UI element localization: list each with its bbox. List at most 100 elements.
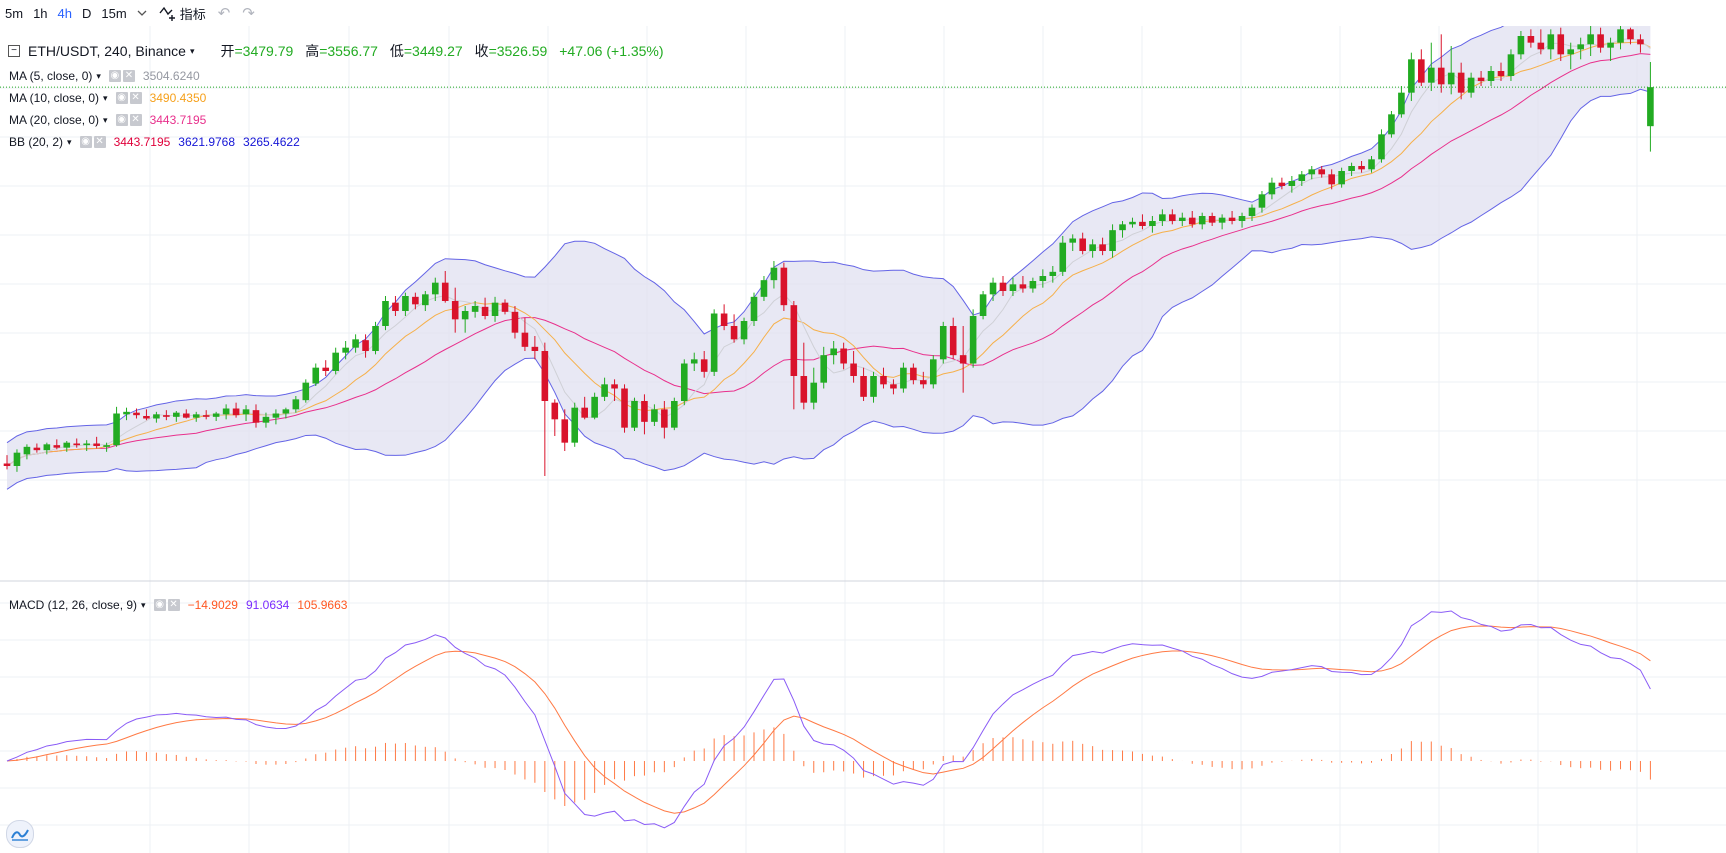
candle-6 <box>63 441 71 452</box>
candle-82 <box>820 346 828 389</box>
candle-109 <box>1089 239 1096 258</box>
candle-body-164 <box>1637 39 1644 45</box>
candle-body-63 <box>631 401 638 428</box>
candle-36 <box>362 334 369 358</box>
chart-area[interactable] <box>0 26 1726 853</box>
tradingview-logo[interactable] <box>6 820 34 848</box>
candle-body-106 <box>1059 242 1067 272</box>
candle-body-46 <box>461 311 469 320</box>
bb-visibility-icon[interactable]: ◉ <box>79 136 92 148</box>
candle-66 <box>661 401 668 439</box>
ma5-chevron-icon[interactable]: ▾ <box>96 70 101 81</box>
redo-icon[interactable]: ↷ <box>242 5 255 22</box>
candle-body-52 <box>521 332 529 347</box>
high-value: =3556.77 <box>319 43 378 59</box>
candle-body-137 <box>1368 159 1375 170</box>
ma10-chevron-icon[interactable]: ▾ <box>103 92 108 103</box>
candle-35 <box>352 334 359 353</box>
logo-icon <box>11 829 29 841</box>
candle-94 <box>939 321 947 364</box>
candle-14 <box>143 409 150 421</box>
candle-body-74 <box>740 321 748 340</box>
ma20-visibility-icon[interactable]: ◉ <box>115 114 128 126</box>
ma5-visibility-icon[interactable]: ◉ <box>108 70 121 82</box>
candle-160 <box>1597 27 1604 53</box>
candle-85 <box>850 351 857 383</box>
candle-body-1 <box>13 452 21 466</box>
symbol-chevron-icon[interactable]: ▾ <box>189 45 195 56</box>
candle-body-22 <box>222 408 230 415</box>
candle-9 <box>93 436 100 449</box>
candle-43 <box>431 277 439 301</box>
bb-remove-icon[interactable]: ✕ <box>93 136 106 148</box>
candle-body-123 <box>1228 217 1236 221</box>
candle-159 <box>1587 26 1594 56</box>
candle-141 <box>1408 52 1415 101</box>
ma10-remove-icon[interactable]: ✕ <box>129 92 142 104</box>
ma20-remove-icon[interactable]: ✕ <box>129 114 142 126</box>
indicators-button[interactable]: 指标 <box>152 4 212 23</box>
timeframe-dropdown-chevron-icon[interactable] <box>132 9 152 17</box>
timeframe-d[interactable]: D <box>82 5 92 21</box>
ma5-remove-icon[interactable]: ✕ <box>122 70 135 82</box>
candle-80 <box>800 342 808 410</box>
timeframe-5m[interactable]: 5m <box>5 5 24 21</box>
candle-68 <box>680 359 688 406</box>
candle-126 <box>1258 191 1266 213</box>
candle-body-36 <box>362 340 369 351</box>
candle-1 <box>13 449 21 472</box>
candle-body-39 <box>392 302 399 311</box>
candle-body-55 <box>551 402 559 420</box>
timeframe-4h[interactable]: 4h <box>57 5 72 21</box>
ma5-name[interactable]: MA (5, close, 0) <box>9 69 93 83</box>
candle-71 <box>710 309 718 376</box>
candle-body-140 <box>1398 92 1405 115</box>
candle-62 <box>621 384 628 433</box>
candle-body-19 <box>192 414 200 418</box>
macd-name[interactable]: MACD (12, 26, close, 9) <box>9 598 138 612</box>
candle-124 <box>1238 212 1246 228</box>
undo-icon[interactable]: ↶ <box>217 5 231 22</box>
candle-body-124 <box>1238 216 1246 221</box>
candle-body-93 <box>929 359 937 385</box>
macd-lines <box>6 610 1651 829</box>
macd-remove-icon[interactable]: ✕ <box>167 599 180 611</box>
candle-body-75 <box>750 296 758 321</box>
collapse-legend-icon[interactable]: − <box>8 45 20 57</box>
macd-visibility-icon[interactable]: ◉ <box>153 599 166 611</box>
candle-body-30 <box>302 382 310 401</box>
candle-body-160 <box>1597 34 1604 48</box>
candle-158 <box>1577 37 1584 60</box>
candle-86 <box>860 367 867 401</box>
candle-body-119 <box>1188 217 1196 225</box>
timeframe-15m[interactable]: 15m <box>101 5 127 21</box>
candle-body-35 <box>352 339 359 348</box>
legend-macd: MACD (12, 26, close, 9) ▾ ◉ ✕ −14.9029 91.… <box>9 598 347 612</box>
candle-106 <box>1059 236 1067 276</box>
candle-body-4 <box>43 444 51 451</box>
candle-59 <box>591 392 598 420</box>
bb-chevron-icon[interactable]: ▾ <box>67 136 72 147</box>
candle-body-103 <box>1029 281 1037 289</box>
candle-77 <box>770 261 778 289</box>
macd-chevron-icon[interactable]: ▾ <box>141 599 146 610</box>
candle-body-97 <box>969 316 977 364</box>
ma20-chevron-icon[interactable]: ▾ <box>103 114 108 125</box>
symbol-label[interactable]: ETH/USDT, 240, Binance <box>28 43 186 59</box>
candle-150 <box>1497 62 1505 81</box>
ma10-name[interactable]: MA (10, close, 0) <box>9 91 100 105</box>
candle-body-126 <box>1258 194 1266 208</box>
bb-name[interactable]: BB (20, 2) <box>9 135 64 149</box>
bb-lower-line <box>6 88 1651 490</box>
candle-22 <box>222 404 230 420</box>
candle-148 <box>1477 71 1485 86</box>
candle-60 <box>601 377 608 401</box>
ma20-name[interactable]: MA (20, close, 0) <box>9 113 100 127</box>
timeframe-1h[interactable]: 1h <box>33 5 48 21</box>
candle-body-14 <box>143 416 150 419</box>
candle-57 <box>571 402 579 447</box>
candle-body-15 <box>153 414 160 419</box>
candle-body-116 <box>1159 214 1166 221</box>
ma10-visibility-icon[interactable]: ◉ <box>115 92 128 104</box>
candle-body-6 <box>63 442 71 448</box>
